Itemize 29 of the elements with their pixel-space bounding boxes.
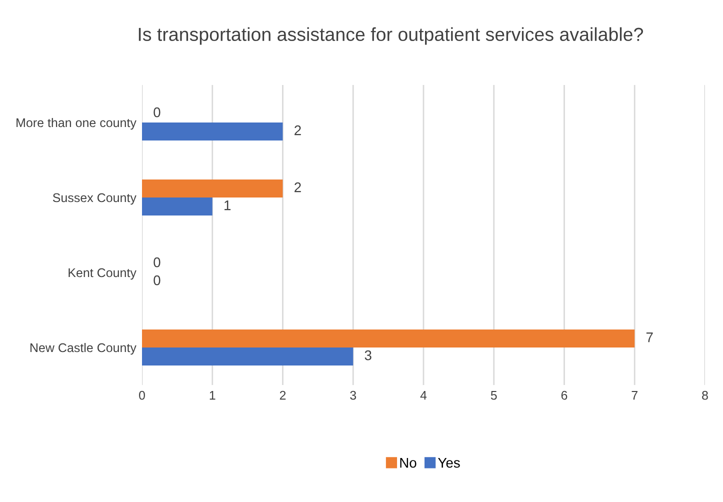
x-tick-label: 5 <box>490 391 497 400</box>
y-tick-label: Sussex County <box>52 193 136 205</box>
x-tick-label: 2 <box>280 390 286 400</box>
y-tick-label: More than one county <box>16 118 136 130</box>
chart-title: Is transportation assistance for outpatient services available? <box>138 27 644 45</box>
bar <box>142 348 354 366</box>
data-label: 0 <box>154 107 160 118</box>
x-tick-label: 0 <box>139 390 145 400</box>
data-label: 7 <box>646 332 653 342</box>
x-tick-label: 1 <box>210 391 216 400</box>
data-label: 2 <box>294 125 301 136</box>
legend-label: No <box>400 458 416 468</box>
bar <box>142 330 635 348</box>
x-tick-label: 6 <box>561 390 568 400</box>
x-tick-label: 4 <box>420 391 427 400</box>
x-tick-label: 7 <box>632 391 638 400</box>
x-tick-label: 8 <box>702 390 708 400</box>
data-label: 0 <box>154 257 160 268</box>
data-label: 1 <box>224 200 231 210</box>
bar <box>142 122 283 140</box>
data-label: 2 <box>294 182 301 192</box>
data-label: 0 <box>154 275 160 286</box>
y-tick-label: New Castle County <box>30 342 136 355</box>
bar <box>142 198 212 216</box>
bar <box>142 180 283 198</box>
data-label: 3 <box>364 350 372 360</box>
x-tick-label: 3 <box>350 390 356 400</box>
legend-label: Yes <box>438 458 460 468</box>
y-tick-label: Kent County <box>68 268 136 280</box>
